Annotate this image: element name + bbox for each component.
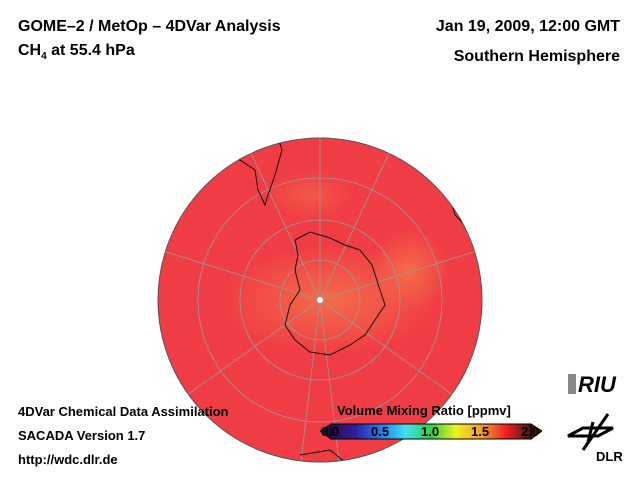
graticule	[159, 138, 481, 462]
pole-marker	[317, 297, 323, 303]
dlr-logo-text: DLR	[596, 449, 623, 464]
australia	[299, 449, 346, 462]
colorbar-tick-label: 0.5	[371, 424, 390, 439]
colorbar-tick-label: 2.0	[521, 424, 540, 439]
riu-logo-text: RIU	[578, 372, 616, 397]
species-subscript: 4	[41, 51, 47, 63]
subtitle: CH4 at 55.4 hPa	[18, 42, 135, 62]
date: Jan 19, 2009, 12:00 GMT	[435, 18, 620, 35]
region: Southern Hemisphere	[453, 48, 620, 65]
species: CH	[18, 42, 42, 59]
colorbar-tick-label: 0.0	[321, 424, 340, 439]
dlr-logo-icon	[567, 413, 614, 451]
highlights	[159, 138, 481, 462]
title: GOME–2 / MetOp – 4DVar Analysis	[18, 18, 281, 35]
colorbar-tick-label: 1.0	[421, 424, 440, 439]
colorbar-over-arrow	[530, 423, 542, 440]
antarctica	[284, 231, 386, 356]
colorbar-title: Volume Mixing Ratio [ppmv]	[337, 403, 511, 418]
footer-line-1: 4DVar Chemical Data Assimilation	[18, 404, 229, 419]
colorbar-tick-label: 1.5	[471, 424, 490, 439]
footer-link[interactable]: http://wdc.dlr.de	[18, 452, 118, 467]
riu-logo: RIU	[568, 372, 616, 398]
ch4-blob	[370, 230, 450, 310]
level: at 55.4 hPa	[46, 42, 135, 59]
footer-line-2: SACADA Version 1.7	[18, 428, 146, 443]
colorbar	[320, 423, 542, 440]
